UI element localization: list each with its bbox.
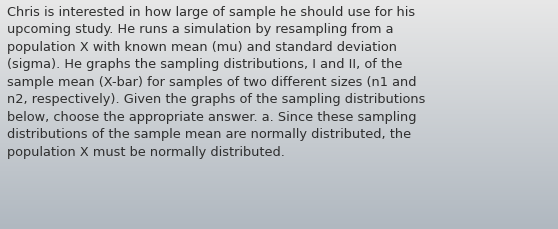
Text: Chris is interested in how large of sample he should use for his
upcoming study.: Chris is interested in how large of samp…	[7, 6, 425, 158]
